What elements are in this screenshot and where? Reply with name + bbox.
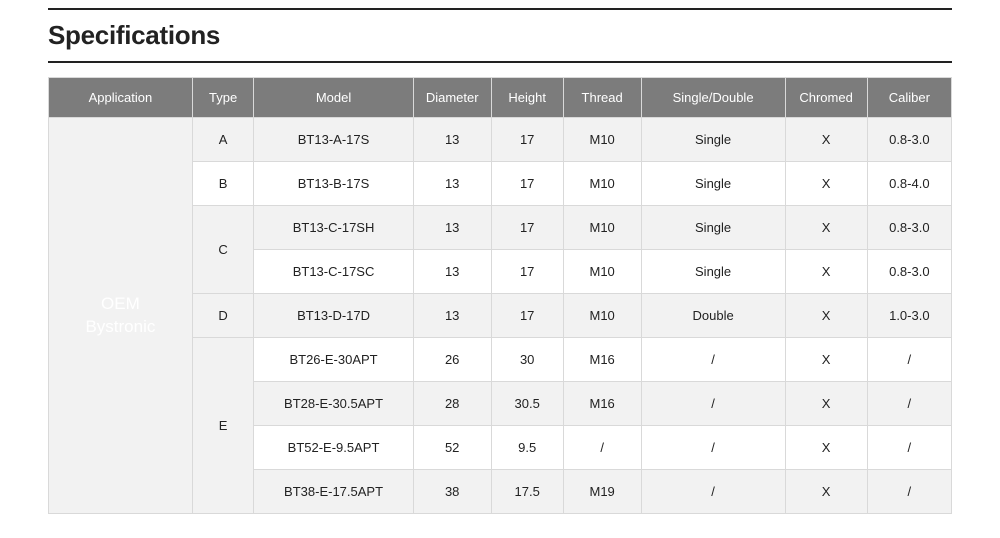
sd-cell: Single <box>641 118 785 162</box>
diameter-cell: 13 <box>413 294 491 338</box>
col-height: Height <box>491 78 563 118</box>
type-cell: A <box>192 118 254 162</box>
height-cell: 9.5 <box>491 426 563 470</box>
diameter-cell: 52 <box>413 426 491 470</box>
model-cell: BT26-E-30APT <box>254 338 413 382</box>
section-title: Specifications <box>48 20 952 51</box>
chromed-cell: X <box>785 382 867 426</box>
model-cell: BT28-E-30.5APT <box>254 382 413 426</box>
type-cell: E <box>192 338 254 514</box>
chromed-cell: X <box>785 118 867 162</box>
table-row: OEM Bystronic A BT13-A-17S 13 17 M10 Sin… <box>49 118 952 162</box>
height-cell: 17 <box>491 294 563 338</box>
sd-cell: Single <box>641 250 785 294</box>
specifications-table: Application Type Model Diameter Height T… <box>48 77 952 514</box>
chromed-cell: X <box>785 338 867 382</box>
col-type: Type <box>192 78 254 118</box>
caliber-cell: / <box>867 426 951 470</box>
application-line2: Bystronic <box>85 317 155 336</box>
caliber-cell: 0.8-3.0 <box>867 118 951 162</box>
col-caliber: Caliber <box>867 78 951 118</box>
model-cell: BT38-E-17.5APT <box>254 470 413 514</box>
chromed-cell: X <box>785 206 867 250</box>
thread-cell: / <box>563 426 641 470</box>
thread-cell: M16 <box>563 382 641 426</box>
chromed-cell: X <box>785 250 867 294</box>
diameter-cell: 13 <box>413 162 491 206</box>
height-cell: 17 <box>491 206 563 250</box>
caliber-cell: / <box>867 382 951 426</box>
height-cell: 17 <box>491 118 563 162</box>
col-application: Application <box>49 78 193 118</box>
col-single-double: Single/Double <box>641 78 785 118</box>
type-cell: B <box>192 162 254 206</box>
chromed-cell: X <box>785 294 867 338</box>
height-cell: 30 <box>491 338 563 382</box>
sd-cell: Single <box>641 206 785 250</box>
title-underline <box>48 61 952 63</box>
model-cell: BT13-D-17D <box>254 294 413 338</box>
chromed-cell: X <box>785 470 867 514</box>
col-chromed: Chromed <box>785 78 867 118</box>
caliber-cell: 0.8-3.0 <box>867 250 951 294</box>
thread-cell: M10 <box>563 118 641 162</box>
caliber-cell: / <box>867 470 951 514</box>
col-thread: Thread <box>563 78 641 118</box>
height-cell: 17 <box>491 162 563 206</box>
height-cell: 17.5 <box>491 470 563 514</box>
thread-cell: M10 <box>563 206 641 250</box>
thread-cell: M10 <box>563 294 641 338</box>
sd-cell: / <box>641 426 785 470</box>
chromed-cell: X <box>785 162 867 206</box>
caliber-cell: 0.8-3.0 <box>867 206 951 250</box>
sd-cell: / <box>641 382 785 426</box>
diameter-cell: 13 <box>413 250 491 294</box>
sd-cell: / <box>641 338 785 382</box>
model-cell: BT52-E-9.5APT <box>254 426 413 470</box>
sd-cell: Double <box>641 294 785 338</box>
model-cell: BT13-C-17SC <box>254 250 413 294</box>
application-cell: OEM Bystronic <box>49 118 193 514</box>
sd-cell: / <box>641 470 785 514</box>
thread-cell: M19 <box>563 470 641 514</box>
model-cell: BT13-B-17S <box>254 162 413 206</box>
col-model: Model <box>254 78 413 118</box>
model-cell: BT13-A-17S <box>254 118 413 162</box>
table-header-row: Application Type Model Diameter Height T… <box>49 78 952 118</box>
top-rule <box>48 8 952 10</box>
height-cell: 17 <box>491 250 563 294</box>
sd-cell: Single <box>641 162 785 206</box>
type-cell: D <box>192 294 254 338</box>
caliber-cell: 0.8-4.0 <box>867 162 951 206</box>
diameter-cell: 38 <box>413 470 491 514</box>
height-cell: 30.5 <box>491 382 563 426</box>
page: Specifications Application Type Model Di… <box>0 0 1000 538</box>
thread-cell: M10 <box>563 162 641 206</box>
model-cell: BT13-C-17SH <box>254 206 413 250</box>
caliber-cell: / <box>867 338 951 382</box>
diameter-cell: 13 <box>413 118 491 162</box>
chromed-cell: X <box>785 426 867 470</box>
thread-cell: M10 <box>563 250 641 294</box>
type-cell: C <box>192 206 254 294</box>
diameter-cell: 13 <box>413 206 491 250</box>
diameter-cell: 28 <box>413 382 491 426</box>
caliber-cell: 1.0-3.0 <box>867 294 951 338</box>
diameter-cell: 26 <box>413 338 491 382</box>
col-diameter: Diameter <box>413 78 491 118</box>
application-line1: OEM <box>101 294 140 313</box>
thread-cell: M16 <box>563 338 641 382</box>
